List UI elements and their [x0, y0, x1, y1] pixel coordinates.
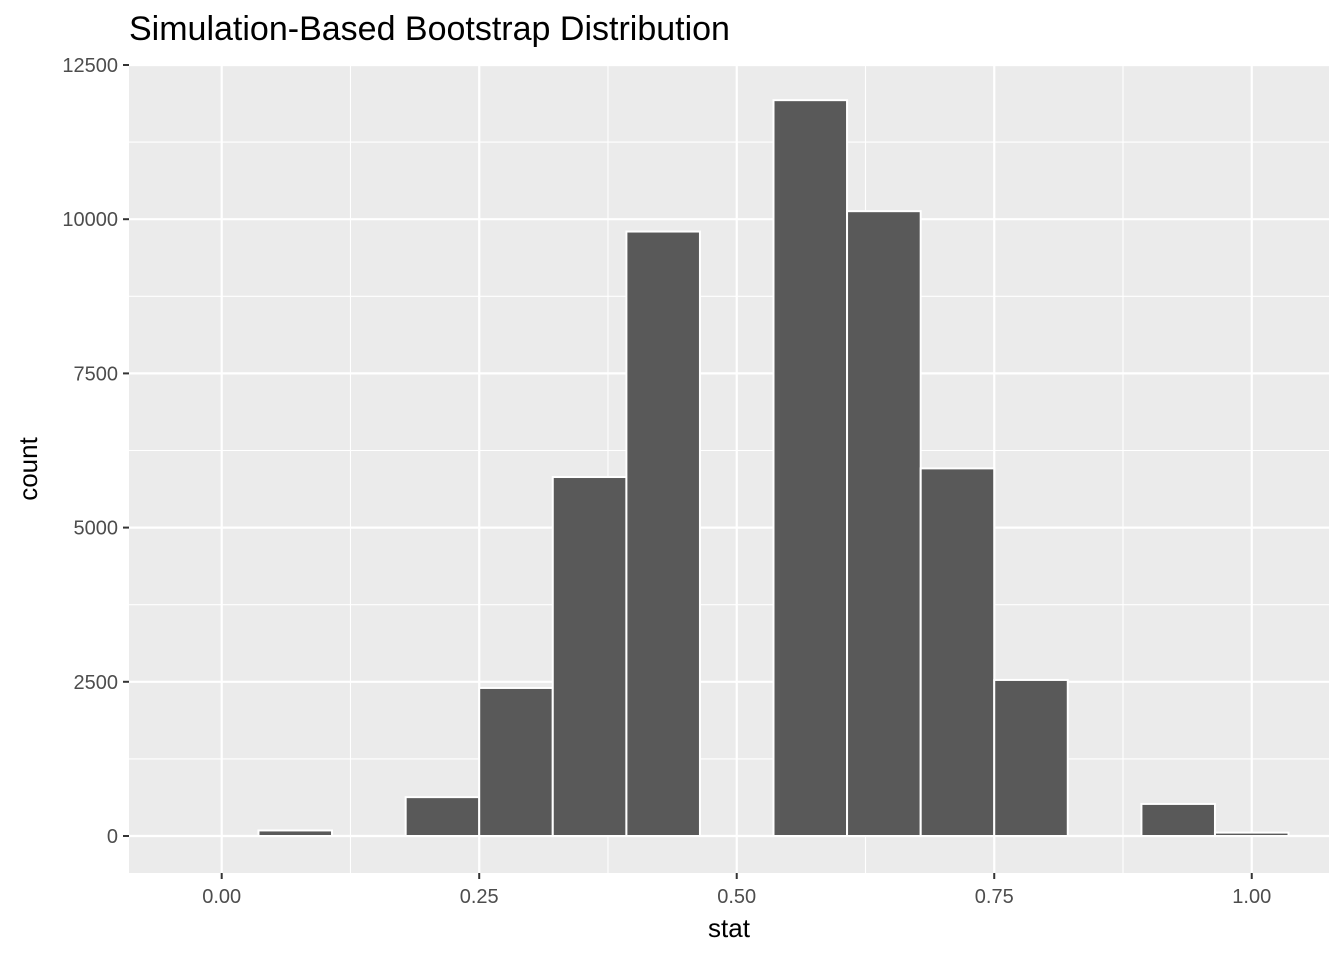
x-axis-title: stat [708, 913, 751, 943]
y-tick-label: 12500 [62, 55, 118, 77]
major-grid-lines [129, 63, 1329, 873]
histogram-bar [1213, 831, 1290, 837]
histogram-bar [1140, 802, 1216, 837]
chart-title: Simulation-Based Bootstrap Distribution [129, 10, 730, 48]
histogram-bar [993, 678, 1069, 837]
x-tick-label: 0.00 [202, 886, 241, 908]
x-tick-label: 1.00 [1232, 886, 1271, 908]
minor-grid-lines [129, 65, 1329, 873]
y-axis-title: count [13, 436, 43, 500]
y-tick-label: 5000 [74, 518, 119, 540]
histogram-bar [551, 476, 628, 837]
histogram-bar [772, 99, 849, 837]
histogram-bar [919, 467, 996, 837]
histogram-bar [478, 686, 554, 837]
histogram-bar [625, 230, 701, 837]
y-tick-label: 7500 [74, 363, 119, 385]
y-tick-label: 10000 [62, 209, 118, 231]
x-tick-label: 0.50 [717, 886, 756, 908]
x-axis: 0.00 0.25 0.50 0.75 1.00 [202, 873, 1271, 908]
y-tick-label: 2500 [74, 672, 119, 694]
x-tick-label: 0.25 [460, 886, 499, 908]
histogram-bar [404, 796, 481, 837]
x-tick-label: 0.75 [975, 886, 1014, 908]
histogram-bars [147, 99, 1290, 838]
histogram-bar [846, 210, 922, 837]
y-axis: 0 2500 5000 7500 10000 12500 [62, 55, 129, 848]
y-tick-label: 0 [107, 826, 118, 848]
histogram-bar [257, 829, 334, 837]
plot-panel [129, 65, 1329, 873]
